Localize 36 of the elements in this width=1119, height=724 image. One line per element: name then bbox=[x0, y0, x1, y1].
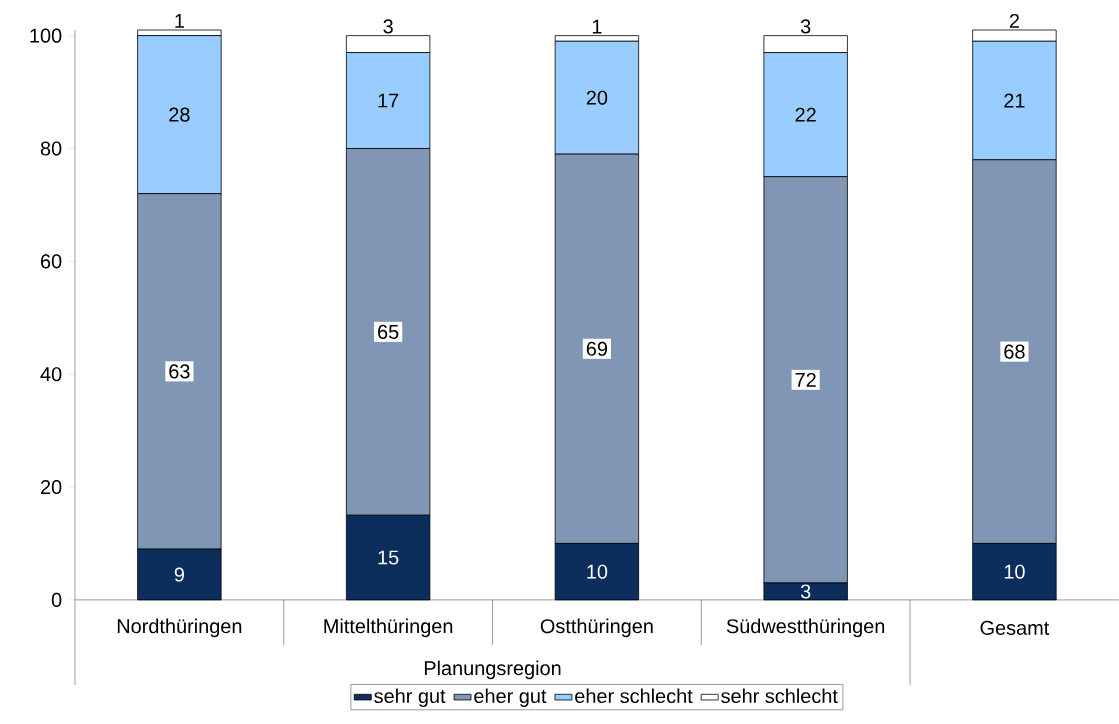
data-label: 1 bbox=[592, 19, 602, 34]
data-label: 3 bbox=[383, 19, 393, 34]
legend-label: sehr gut bbox=[374, 688, 446, 708]
y-tick-label: 100 bbox=[30, 28, 62, 43]
data-label: 65 bbox=[378, 324, 399, 339]
legend-label: eher schlecht bbox=[575, 688, 693, 704]
y-tick-label: 80 bbox=[40, 141, 62, 156]
data-label: 10 bbox=[1004, 564, 1025, 579]
data-label: 63 bbox=[169, 364, 190, 379]
data-label: 22 bbox=[795, 107, 816, 122]
data-label: 68 bbox=[1004, 344, 1025, 359]
data-label: 10 bbox=[587, 564, 608, 579]
data-label: 28 bbox=[169, 107, 190, 122]
data-label: 1 bbox=[175, 14, 184, 28]
data-label: 69 bbox=[586, 341, 608, 356]
data-label: 9 bbox=[174, 567, 184, 582]
x-tick-label: Ostthüringen bbox=[540, 618, 653, 638]
data-label: 15 bbox=[378, 550, 399, 565]
text: Planungsregion bbox=[424, 660, 561, 680]
data-label: 2 bbox=[1009, 13, 1019, 28]
x-tick-label: Mittelthüringen bbox=[324, 618, 453, 638]
data-label: 3 bbox=[800, 19, 811, 34]
data-label: 72 bbox=[795, 372, 816, 387]
data-label: 20 bbox=[586, 90, 608, 105]
x-tick-label: Südwestthüringen bbox=[726, 618, 885, 638]
data-label: 21 bbox=[1004, 93, 1025, 108]
legend-label: eher gut bbox=[474, 688, 547, 708]
data-label: 17 bbox=[378, 93, 399, 108]
y-tick-label: 0 bbox=[51, 592, 62, 607]
data-label: 3 bbox=[800, 584, 811, 599]
x-tick-label: Gesamt bbox=[980, 620, 1050, 635]
y-tick-label: 60 bbox=[41, 254, 62, 269]
x-tick-label: Nordthüringen bbox=[117, 618, 242, 638]
y-tick-label: 40 bbox=[40, 367, 62, 382]
legend-label: sehr schlecht bbox=[721, 688, 838, 704]
y-tick-label: 20 bbox=[41, 480, 62, 495]
